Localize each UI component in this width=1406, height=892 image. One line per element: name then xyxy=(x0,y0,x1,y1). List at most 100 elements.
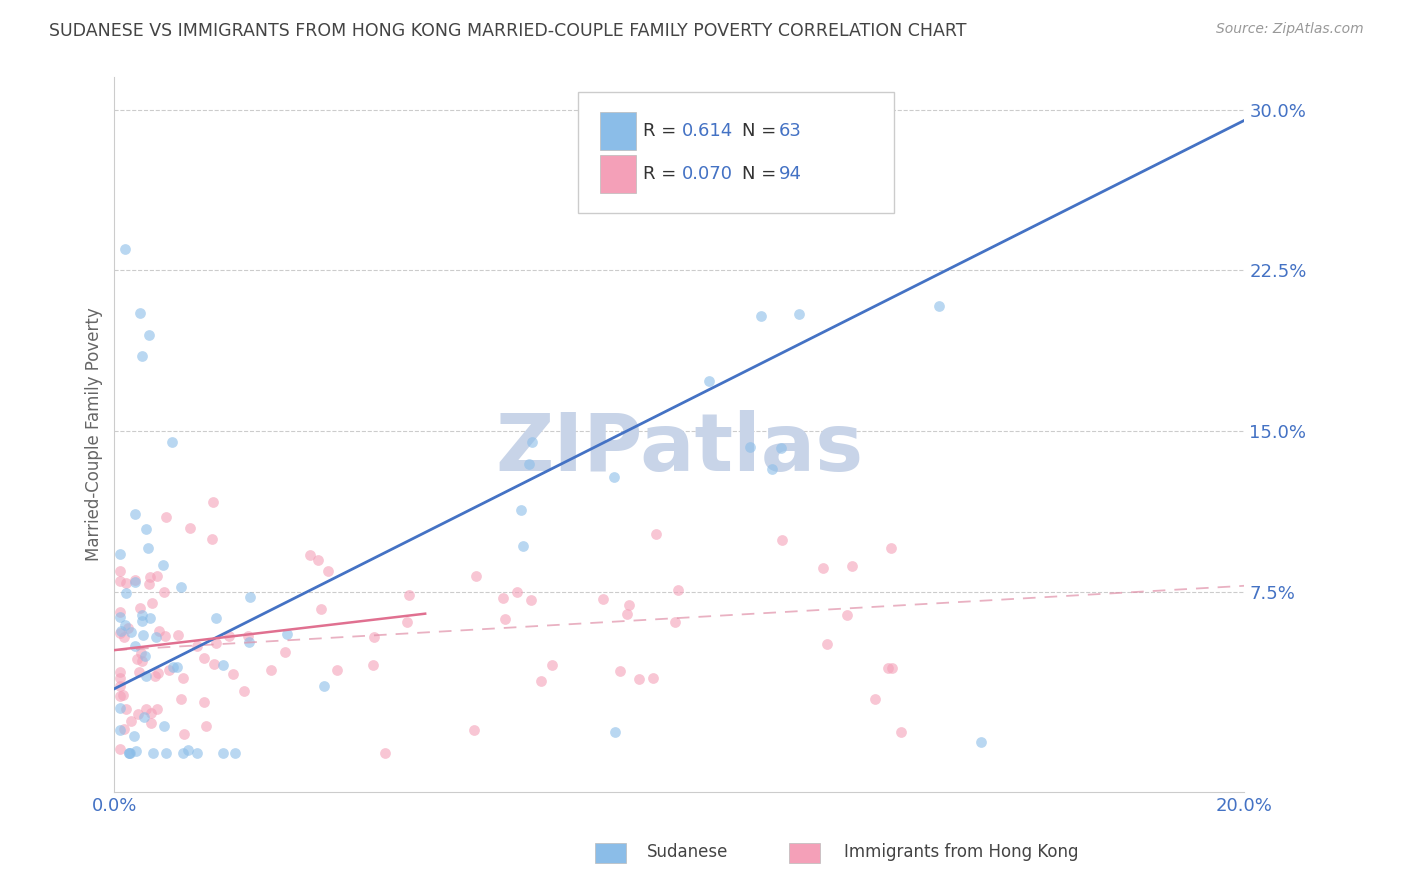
Point xyxy=(157,663,180,677)
Point xyxy=(127,706,149,721)
Point xyxy=(530,673,553,688)
Point xyxy=(131,654,153,668)
Point xyxy=(139,611,162,625)
Point xyxy=(464,568,486,582)
Point xyxy=(605,724,627,739)
Point xyxy=(506,585,529,599)
Text: SUDANESE VS IMMIGRANTS FROM HONG KONG MARRIED-COUPLE FAMILY POVERTY CORRELATION : SUDANESE VS IMMIGRANTS FROM HONG KONG MA… xyxy=(49,22,967,40)
Point xyxy=(492,591,515,605)
Text: N =: N = xyxy=(741,165,782,183)
Point xyxy=(145,702,167,716)
Point xyxy=(641,671,664,685)
Point xyxy=(124,507,146,521)
Point xyxy=(273,645,295,659)
Point xyxy=(131,646,153,660)
Point xyxy=(299,548,322,562)
Point xyxy=(166,659,188,673)
Point xyxy=(316,564,339,578)
Point xyxy=(111,689,134,703)
Point xyxy=(131,349,153,363)
Point xyxy=(172,746,194,760)
Point xyxy=(135,702,157,716)
Point xyxy=(125,651,148,665)
Point xyxy=(114,576,136,591)
Point xyxy=(162,660,184,674)
Point xyxy=(152,558,174,572)
Point xyxy=(236,629,259,643)
Point xyxy=(520,592,543,607)
Point xyxy=(761,462,783,476)
Point xyxy=(155,510,177,524)
Point xyxy=(276,627,298,641)
Point xyxy=(211,658,233,673)
Point xyxy=(609,665,631,679)
Point xyxy=(169,580,191,594)
Point xyxy=(186,639,208,653)
Point xyxy=(882,661,904,675)
Point xyxy=(260,663,283,677)
Point xyxy=(172,671,194,685)
Point xyxy=(108,689,131,703)
Point xyxy=(108,700,131,714)
Point xyxy=(112,630,135,644)
Point xyxy=(139,570,162,584)
Point xyxy=(603,470,626,484)
Text: Sudanese: Sudanese xyxy=(647,843,728,861)
Point xyxy=(617,598,640,612)
Point xyxy=(398,588,420,602)
Point xyxy=(125,744,148,758)
Point xyxy=(115,702,138,716)
Point xyxy=(509,503,531,517)
Point xyxy=(309,602,332,616)
Point xyxy=(114,618,136,632)
Point xyxy=(697,374,720,388)
Point xyxy=(131,607,153,622)
Point xyxy=(135,522,157,536)
Point xyxy=(811,561,834,575)
FancyBboxPatch shape xyxy=(578,92,894,213)
Point xyxy=(108,665,131,679)
Point xyxy=(117,746,139,760)
Point xyxy=(463,723,485,737)
Point xyxy=(890,724,912,739)
Point xyxy=(118,746,141,760)
Point xyxy=(153,719,176,733)
Point xyxy=(108,723,131,737)
Text: 0.614: 0.614 xyxy=(682,122,733,140)
Point xyxy=(837,607,859,622)
Point xyxy=(212,746,235,760)
Point xyxy=(769,442,792,456)
Point xyxy=(141,596,163,610)
Point xyxy=(616,607,638,621)
Point xyxy=(128,665,150,679)
Point xyxy=(787,307,810,321)
Point xyxy=(770,533,793,547)
Point xyxy=(374,746,396,760)
Point xyxy=(238,635,260,649)
Point xyxy=(170,692,193,706)
Point xyxy=(122,729,145,743)
Point xyxy=(312,679,335,693)
Point xyxy=(173,727,195,741)
Text: Source: ZipAtlas.com: Source: ZipAtlas.com xyxy=(1216,22,1364,37)
Point xyxy=(131,614,153,628)
Point xyxy=(592,591,614,606)
Point xyxy=(202,495,225,509)
FancyBboxPatch shape xyxy=(600,154,637,194)
Point xyxy=(118,746,141,760)
Point xyxy=(841,558,863,573)
Point xyxy=(628,672,651,686)
Point xyxy=(148,624,170,639)
Point xyxy=(193,650,215,665)
Point xyxy=(666,582,689,597)
Point xyxy=(136,541,159,556)
Point xyxy=(153,585,176,599)
Point xyxy=(194,718,217,732)
Point xyxy=(110,624,132,639)
Point xyxy=(108,548,131,562)
Point xyxy=(877,661,900,675)
Point xyxy=(307,553,329,567)
FancyBboxPatch shape xyxy=(600,112,637,150)
Point xyxy=(108,605,131,619)
Point xyxy=(108,574,131,588)
